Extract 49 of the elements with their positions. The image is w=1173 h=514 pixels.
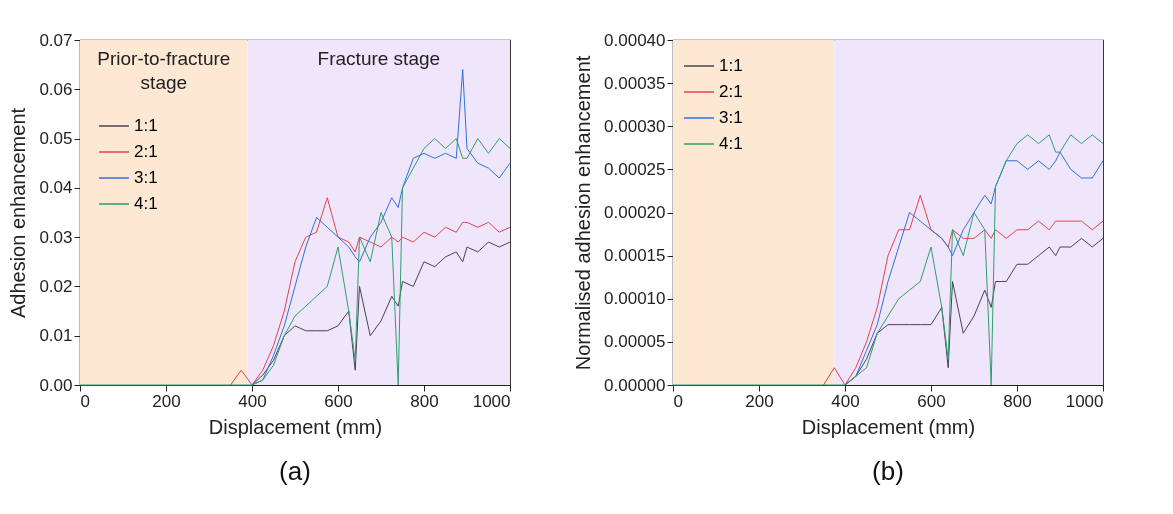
text: (b) (872, 456, 904, 486)
text: (a) (279, 456, 311, 486)
y-axis-title: Adhesion enhancement (7, 107, 30, 319)
x-tick-label: 400 (831, 391, 860, 411)
y-tick-label: 0.03 (39, 227, 73, 247)
x-tick-label: 800 (410, 391, 439, 411)
x-tick-label: 200 (745, 391, 774, 411)
y-tick-label: 0.00005 (604, 332, 666, 352)
legend-label: 2:1 (719, 82, 743, 101)
line-series (672, 134, 1104, 386)
x-tick-label: 1000 (1065, 391, 1104, 411)
x-tick-label: 600 (324, 391, 353, 411)
x-tick-label: 800 (1003, 391, 1032, 411)
line-series (79, 138, 511, 386)
y-tick-label: 0.02 (39, 276, 73, 296)
y-tick-label: 0.07 (39, 30, 73, 50)
y-tick-label: 0.06 (39, 79, 73, 99)
x-tick-label: 0 (80, 391, 90, 411)
x-tick-label: 600 (917, 391, 946, 411)
x-axis-title: Displacement (mm) (208, 415, 383, 438)
y-tick-label: 0.00030 (604, 116, 666, 136)
y-tick-label: 0.00020 (604, 203, 666, 222)
y-tick-label: 0.00025 (604, 159, 666, 179)
x-tick-label: 1000 (472, 391, 511, 411)
y-tick-label: 0.00010 (604, 289, 666, 309)
legend-label: 1:1 (134, 116, 158, 135)
line-series (823, 194, 1104, 386)
y-tick-label: 0.00 (39, 375, 73, 395)
legend-label: 3:1 (134, 168, 158, 187)
y-tick-label: 0.00035 (604, 73, 666, 93)
x-tick-label: 400 (238, 391, 267, 411)
x-axis-title: Displacement (mm) (801, 415, 976, 438)
legend-label: 3:1 (719, 108, 743, 127)
y-tick-label: 0.00015 (604, 246, 666, 266)
legend-label: 4:1 (719, 134, 743, 153)
y-tick-label: 0.05 (39, 129, 73, 149)
y-tick-label: 0.01 (39, 326, 73, 346)
legend-label: 4:1 (134, 194, 158, 213)
y-tick-label: 0.00000 (604, 375, 666, 395)
legend-label: 1:1 (719, 56, 743, 75)
band-label: Fracture stage (317, 48, 441, 69)
x-tick-label: 0 (673, 391, 683, 411)
y-axis-title: Normalised adhesion enhancement (572, 55, 595, 371)
band-label: Prior-to-fracture stage (97, 48, 231, 93)
x-tick-label: 200 (152, 391, 181, 411)
legend-label: 2:1 (134, 142, 158, 161)
y-tick-label: 0.00040 (604, 30, 666, 50)
y-tick-label: 0.04 (39, 178, 73, 198)
line-series (230, 197, 511, 386)
